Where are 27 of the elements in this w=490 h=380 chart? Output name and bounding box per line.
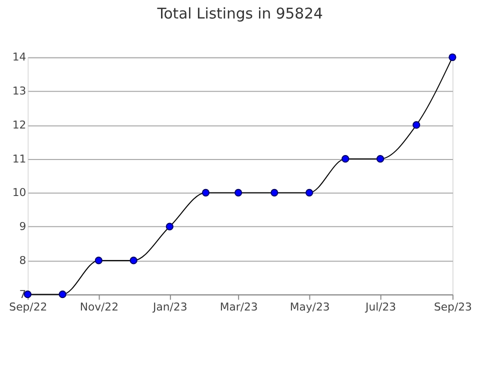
- point: [202, 188, 210, 197]
- y-tick-label: 11: [12, 152, 26, 166]
- x-tick-label: Sep/22: [9, 300, 48, 314]
- y-tick-label: 14: [12, 50, 26, 64]
- y-tick-label: 10: [12, 186, 26, 200]
- point: [306, 188, 314, 197]
- point: [130, 256, 138, 264]
- y-tick-label: 8: [19, 254, 26, 267]
- point: [270, 188, 278, 197]
- x-tick-label: Jan/23: [152, 300, 188, 314]
- point: [412, 121, 420, 129]
- point: [58, 290, 66, 298]
- x-tick-label: Mar/23: [220, 300, 258, 314]
- point: [342, 155, 350, 163]
- y-tick-label: 13: [12, 84, 26, 98]
- point: [448, 53, 456, 62]
- point: [166, 222, 174, 230]
- x-tick-label: May/23: [290, 300, 330, 314]
- point: [94, 256, 102, 264]
- y-tick-label: 9: [19, 220, 26, 234]
- point: [234, 188, 242, 197]
- x-tick-label: Jul/23: [364, 300, 396, 314]
- x-tick-label: Sep/23: [434, 300, 472, 314]
- point: [376, 155, 384, 163]
- chart-title: Total Listings in 95824: [156, 6, 323, 23]
- x-tick-label: Nov/22: [80, 300, 118, 314]
- y-tick-label: 12: [12, 118, 26, 132]
